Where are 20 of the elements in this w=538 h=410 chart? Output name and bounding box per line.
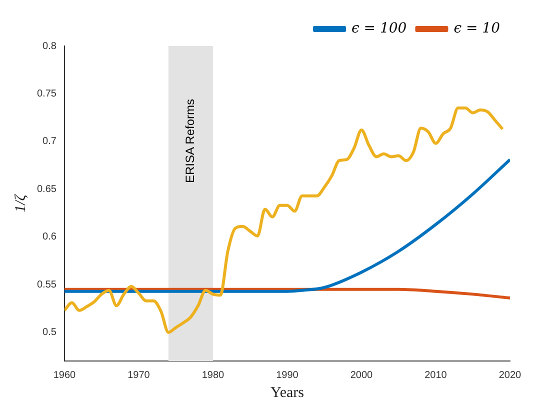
x-tick-label: 2020 [498,370,522,381]
x-tick-label: 2000 [350,370,374,381]
y-tick-label: 0.65 [36,184,57,195]
x-tick-label: 1990 [276,370,299,381]
y-tick-label: 0.7 [42,136,57,148]
x-tick-label: 1970 [128,370,150,381]
x-tick-label: 1980 [202,370,225,381]
band-label: ERISA Reforms [183,98,198,184]
y-tick-label: 0.6 [42,232,57,243]
legend-label: ϵ = 100 [352,20,407,37]
y-tick-label: 0.75 [36,88,57,100]
y-tick-label: 0.5 [42,327,57,338]
line-series [64,288,510,300]
x-tick-label: 1960 [53,370,76,381]
y-tick-label: 0.55 [36,279,57,290]
x-tick-label: 2010 [424,370,448,381]
y-tick-label: 0.8 [42,40,57,52]
x-axis-title: Years [270,384,304,401]
legend-label: ϵ = 10 [454,20,500,37]
y-axis-title: 1/ζ [12,194,29,212]
